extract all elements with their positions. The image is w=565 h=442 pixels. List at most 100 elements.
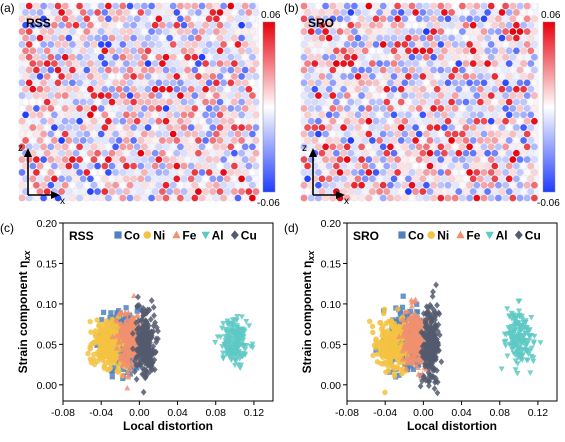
atom-site <box>401 66 409 74</box>
atom-site <box>137 162 145 170</box>
data-point-co <box>400 293 406 299</box>
data-point-fe <box>127 318 134 325</box>
atom-site <box>119 194 127 202</box>
atom-site <box>437 117 445 125</box>
data-point-cu <box>147 368 153 376</box>
atom-site <box>220 28 228 36</box>
atom-site <box>148 28 156 36</box>
atom-site <box>54 143 62 151</box>
data-point-ni <box>399 370 405 377</box>
atom-site <box>223 8 231 16</box>
atom-site <box>408 15 416 23</box>
atom-site <box>245 85 253 93</box>
atom-site <box>94 98 102 106</box>
atom-site <box>97 130 105 138</box>
atom-site <box>530 15 538 23</box>
atom-site <box>227 66 235 74</box>
atom-site <box>241 79 249 87</box>
atom-site <box>54 117 62 125</box>
data-point-al <box>243 343 250 349</box>
atom-site <box>25 79 33 87</box>
atom-site <box>169 79 177 87</box>
atom-site <box>340 162 348 170</box>
atom-site <box>473 2 481 10</box>
atom-site <box>205 181 213 189</box>
atom-site <box>451 53 459 61</box>
data-point-al <box>222 334 229 340</box>
atom-site <box>430 117 438 125</box>
atom-site <box>509 104 517 112</box>
data-point-ni <box>380 349 386 356</box>
data-point-ni <box>391 350 397 356</box>
atom-site <box>379 92 387 100</box>
atom-site <box>415 143 423 151</box>
atom-site <box>408 53 416 61</box>
data-point-cu <box>145 332 152 340</box>
data-point-fe <box>112 316 119 323</box>
atom-site <box>130 21 138 29</box>
atom-site <box>505 85 513 93</box>
atom-site <box>376 21 384 29</box>
y-axis-label: Strain component ηxx <box>300 250 316 374</box>
atom-site <box>440 60 448 68</box>
atom-site <box>448 188 456 196</box>
atom-site <box>112 15 120 23</box>
data-point-fe <box>402 308 409 315</box>
atom-site <box>50 60 58 68</box>
atom-site <box>155 156 163 164</box>
atom-site <box>376 60 384 68</box>
atom-site <box>397 98 405 106</box>
atom-site <box>104 143 112 151</box>
atom-site <box>248 104 256 112</box>
data-point-co <box>395 316 401 322</box>
atom-site <box>162 15 170 23</box>
data-point-co <box>397 308 403 314</box>
atom-site <box>223 111 231 119</box>
atom-site <box>494 79 502 87</box>
atom-site <box>419 124 427 132</box>
data-point-cu <box>134 335 141 343</box>
atom-site <box>502 79 510 87</box>
atom-site <box>512 188 520 196</box>
atom-site <box>61 156 69 164</box>
data-point-co <box>391 356 398 362</box>
atom-site <box>462 124 470 132</box>
atom-site <box>158 111 166 119</box>
atom-site <box>205 104 213 112</box>
atom-site <box>32 130 40 138</box>
atom-site <box>18 156 26 164</box>
atom-site <box>365 104 373 112</box>
atom-site <box>476 72 484 80</box>
atom-site <box>90 40 98 48</box>
atom-site <box>512 60 520 68</box>
atom-site <box>245 149 253 157</box>
atom-site <box>430 143 438 151</box>
atom-site <box>318 136 326 144</box>
atom-site <box>484 21 492 29</box>
atom-site <box>401 117 409 125</box>
atom-site <box>119 15 127 23</box>
data-point-co <box>407 308 413 315</box>
atom-site <box>523 143 531 151</box>
atom-site <box>194 175 202 183</box>
atom-site <box>184 40 192 48</box>
data-point-cu <box>422 343 429 351</box>
atom-site <box>304 72 312 80</box>
legend-marker-cu <box>514 230 523 240</box>
atom-site <box>466 2 474 10</box>
atom-site <box>144 162 152 170</box>
atom-site <box>368 72 376 80</box>
atom-site <box>194 136 202 144</box>
atom-site <box>422 156 430 164</box>
atom-site <box>437 104 445 112</box>
atom-site <box>144 8 152 16</box>
atom-site <box>47 168 55 176</box>
atom-site <box>444 15 452 23</box>
atom-site <box>166 175 174 183</box>
x-tick-label: 0.04 <box>451 407 472 419</box>
data-point-fe <box>115 310 122 317</box>
atom-site <box>97 168 105 176</box>
atom-site <box>234 143 242 151</box>
data-point-ni <box>92 328 99 334</box>
atom-site <box>372 15 380 23</box>
